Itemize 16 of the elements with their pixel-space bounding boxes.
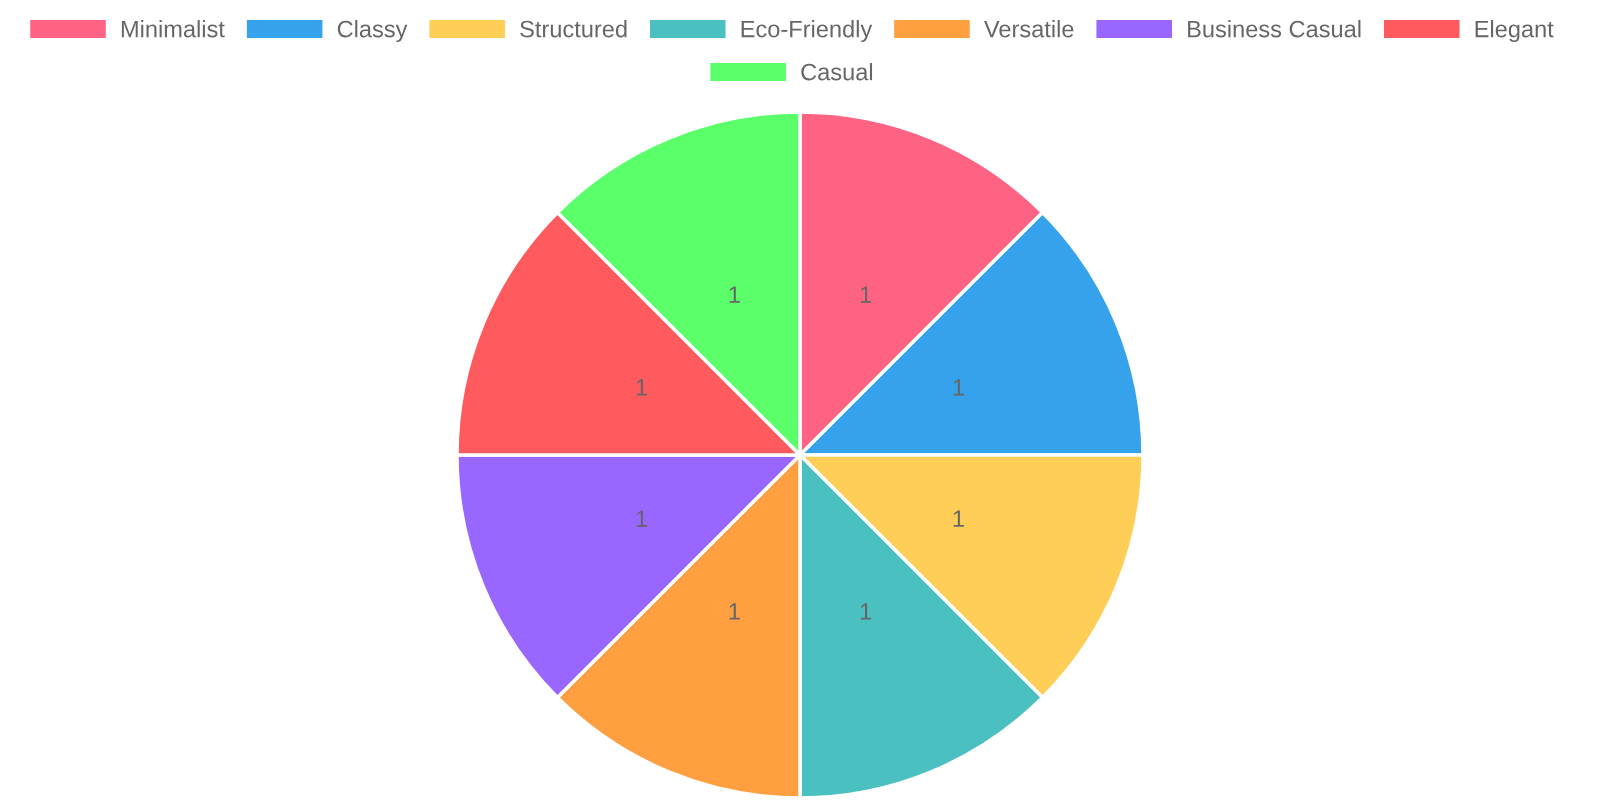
data-label: 1 <box>860 286 872 303</box>
data-label: 1 <box>953 379 964 396</box>
legend-label: Casual <box>801 63 873 81</box>
data-label: 1 <box>860 603 872 620</box>
data-label: 1 <box>953 510 964 527</box>
legend-label: Eco-Friendly <box>741 20 873 43</box>
legend-label: Versatile <box>984 20 1074 38</box>
data-label: 1 <box>729 286 740 303</box>
legend-label: Minimalist <box>121 20 225 38</box>
legend-label: Business Casual <box>1188 20 1361 38</box>
data-label: 1 <box>729 603 740 620</box>
data-label: 1 <box>636 379 647 396</box>
data-label: 1 <box>636 510 647 527</box>
legend-label: Structured <box>520 20 627 38</box>
legend-label: Elegant <box>1475 20 1554 43</box>
legend-label: Classy <box>337 20 408 43</box>
